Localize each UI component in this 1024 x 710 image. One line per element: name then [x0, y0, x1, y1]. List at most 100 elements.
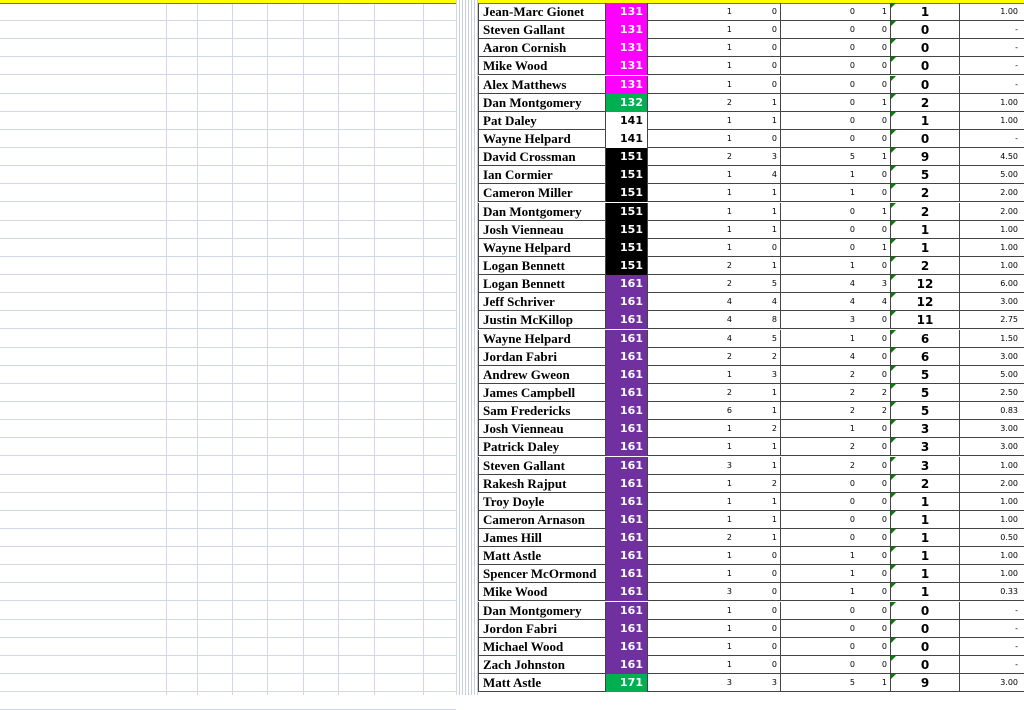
- ratio-cell[interactable]: 1.00: [1000, 115, 1018, 125]
- value-cell[interactable]: 3: [849, 315, 855, 325]
- total-cell[interactable]: 0: [891, 129, 960, 148]
- value-cell[interactable]: 1: [735, 220, 781, 239]
- ratio-cell[interactable]: 0.50: [1000, 533, 1018, 543]
- value-cell[interactable]: 1: [726, 170, 732, 180]
- value-cell[interactable]: 1: [726, 79, 732, 89]
- value-cell[interactable]: 0: [735, 238, 781, 257]
- code-cell[interactable]: 171: [606, 674, 648, 693]
- value-cell[interactable]: 0: [858, 21, 891, 40]
- code-cell[interactable]: 151: [606, 166, 648, 185]
- total-cell[interactable]: 5: [891, 383, 960, 402]
- total-cell[interactable]: 6: [891, 347, 960, 366]
- ratio-cell[interactable]: 1.50: [1000, 333, 1018, 343]
- code-cell[interactable]: 141: [606, 111, 648, 130]
- value-cell[interactable]: 1: [849, 260, 855, 270]
- player-name-cell[interactable]: Justin McKillop: [478, 311, 606, 330]
- code-cell[interactable]: 161: [606, 565, 648, 584]
- code-cell[interactable]: 161: [606, 656, 648, 675]
- total-cell[interactable]: 12: [891, 275, 960, 294]
- value-cell[interactable]: 2: [726, 152, 732, 162]
- value-cell[interactable]: 2: [849, 442, 855, 452]
- value-cell[interactable]: 0: [735, 75, 781, 94]
- value-cell[interactable]: 0: [858, 311, 891, 330]
- value-cell[interactable]: 4: [735, 293, 781, 312]
- value-cell[interactable]: 0: [858, 601, 891, 620]
- total-cell[interactable]: 2: [891, 202, 960, 221]
- value-cell[interactable]: 2: [726, 260, 732, 270]
- player-name-cell[interactable]: Aaron Cornish: [478, 39, 606, 58]
- player-name-cell[interactable]: Dan Montgomery: [478, 202, 606, 221]
- total-cell[interactable]: 1: [891, 238, 960, 257]
- ratio-cell[interactable]: -: [1015, 43, 1018, 53]
- value-cell[interactable]: 3: [735, 674, 781, 693]
- player-name-cell[interactable]: Mike Wood: [478, 57, 606, 76]
- value-cell[interactable]: 1: [858, 3, 891, 21]
- ratio-cell[interactable]: -: [1015, 641, 1018, 651]
- ratio-cell[interactable]: 1.00: [1000, 242, 1018, 252]
- total-cell[interactable]: 3: [891, 420, 960, 439]
- value-cell[interactable]: 0: [858, 347, 891, 366]
- code-cell[interactable]: 132: [606, 93, 648, 112]
- player-name-cell[interactable]: Logan Bennett: [478, 275, 606, 294]
- ratio-cell[interactable]: 1.00: [1000, 551, 1018, 561]
- value-cell[interactable]: 1: [726, 514, 732, 524]
- player-name-cell[interactable]: Jean-Marc Gionet: [478, 3, 606, 21]
- ratio-cell[interactable]: -: [1015, 25, 1018, 35]
- total-cell[interactable]: 5: [891, 166, 960, 185]
- total-cell[interactable]: 0: [891, 39, 960, 58]
- player-name-cell[interactable]: Josh Vienneau: [478, 220, 606, 239]
- player-name-cell[interactable]: Zach Johnston: [478, 656, 606, 675]
- value-cell[interactable]: 0: [849, 514, 855, 524]
- ratio-cell[interactable]: 1.00: [1000, 97, 1018, 107]
- value-cell[interactable]: 8: [735, 311, 781, 330]
- value-cell[interactable]: 4: [726, 333, 732, 343]
- total-cell[interactable]: 6: [891, 329, 960, 348]
- value-cell[interactable]: 2: [858, 383, 891, 402]
- player-name-cell[interactable]: Matt Astle: [478, 674, 606, 693]
- code-cell[interactable]: 161: [606, 583, 648, 602]
- ratio-cell[interactable]: 1.00: [1000, 260, 1018, 270]
- value-cell[interactable]: 2: [849, 387, 855, 397]
- code-cell[interactable]: 151: [606, 184, 648, 203]
- code-cell[interactable]: 141: [606, 129, 648, 148]
- player-name-cell[interactable]: Steven Gallant: [478, 21, 606, 40]
- value-cell[interactable]: 0: [849, 623, 855, 633]
- value-cell[interactable]: 0: [858, 39, 891, 58]
- value-cell[interactable]: 0: [735, 3, 781, 21]
- value-cell[interactable]: 1: [726, 660, 732, 670]
- ratio-cell[interactable]: 1.00: [1000, 569, 1018, 579]
- value-cell[interactable]: 3: [726, 587, 732, 597]
- ratio-cell[interactable]: 2.50: [1000, 387, 1018, 397]
- code-cell[interactable]: 131: [606, 3, 648, 21]
- value-cell[interactable]: 0: [849, 7, 855, 16]
- value-cell[interactable]: 1: [735, 202, 781, 221]
- code-cell[interactable]: 161: [606, 347, 648, 366]
- player-name-cell[interactable]: Dan Montgomery: [478, 601, 606, 620]
- value-cell[interactable]: 1: [735, 184, 781, 203]
- code-cell[interactable]: 161: [606, 492, 648, 511]
- ratio-cell[interactable]: -: [1015, 660, 1018, 670]
- value-cell[interactable]: 0: [849, 605, 855, 615]
- total-cell[interactable]: 0: [891, 75, 960, 94]
- value-cell[interactable]: 1: [858, 148, 891, 167]
- code-cell[interactable]: 161: [606, 637, 648, 656]
- total-cell[interactable]: 9: [891, 674, 960, 693]
- ratio-cell[interactable]: -: [1015, 61, 1018, 71]
- ratio-cell[interactable]: 3.00: [1000, 678, 1018, 688]
- value-cell[interactable]: 1: [726, 551, 732, 561]
- value-cell[interactable]: 1: [735, 492, 781, 511]
- value-cell[interactable]: 0: [858, 547, 891, 566]
- code-cell[interactable]: 161: [606, 529, 648, 548]
- value-cell[interactable]: 2: [726, 351, 732, 361]
- player-name-cell[interactable]: Jeff Schriver: [478, 293, 606, 312]
- ratio-cell[interactable]: 2.75: [1000, 315, 1018, 325]
- value-cell[interactable]: 0: [858, 456, 891, 475]
- player-name-cell[interactable]: Logan Bennett: [478, 256, 606, 275]
- value-cell[interactable]: 0: [858, 129, 891, 148]
- value-cell[interactable]: 0: [735, 547, 781, 566]
- value-cell[interactable]: 5: [849, 678, 855, 688]
- value-cell[interactable]: 2: [849, 406, 855, 416]
- value-cell[interactable]: 0: [858, 329, 891, 348]
- value-cell[interactable]: 1: [726, 641, 732, 651]
- player-name-cell[interactable]: Cameron Miller: [478, 184, 606, 203]
